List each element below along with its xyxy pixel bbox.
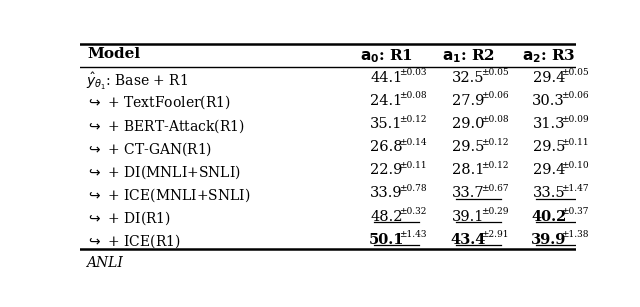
Text: Model: Model — [88, 48, 141, 61]
Text: 31.3: 31.3 — [532, 117, 565, 131]
Text: ±0.06: ±0.06 — [481, 91, 508, 100]
Text: 29.5: 29.5 — [452, 140, 484, 154]
Text: ±0.12: ±0.12 — [399, 115, 426, 124]
Text: $\hookrightarrow$ + TextFooler(R1): $\hookrightarrow$ + TextFooler(R1) — [86, 94, 231, 111]
Text: ±1.38: ±1.38 — [561, 231, 589, 239]
Text: $\hookrightarrow$ + CT-GAN(R1): $\hookrightarrow$ + CT-GAN(R1) — [86, 140, 212, 158]
Text: 28.1: 28.1 — [452, 163, 484, 177]
Text: ±0.03: ±0.03 — [399, 68, 426, 77]
Text: ±0.08: ±0.08 — [481, 115, 508, 124]
Text: ±2.91: ±2.91 — [481, 231, 508, 239]
Text: ±0.12: ±0.12 — [481, 138, 508, 147]
Text: 44.1: 44.1 — [371, 71, 403, 85]
Text: 24.1: 24.1 — [371, 94, 403, 108]
Text: ±0.29: ±0.29 — [481, 207, 508, 216]
Text: 33.5: 33.5 — [532, 186, 565, 200]
Text: 27.9: 27.9 — [452, 94, 484, 108]
Text: $\hookrightarrow$ + ICE(MNLI+SNLI): $\hookrightarrow$ + ICE(MNLI+SNLI) — [86, 186, 251, 204]
Text: ±0.78: ±0.78 — [399, 184, 426, 193]
Text: ANLI: ANLI — [86, 256, 124, 270]
Text: 29.4: 29.4 — [532, 163, 565, 177]
Text: ±0.05: ±0.05 — [561, 68, 589, 77]
Text: $\hookrightarrow$ + DI(MNLI+SNLI): $\hookrightarrow$ + DI(MNLI+SNLI) — [86, 163, 241, 181]
Text: 30.3: 30.3 — [532, 94, 565, 108]
Text: $\mathbf{a_0}$: R1: $\mathbf{a_0}$: R1 — [360, 48, 413, 65]
Text: $\hookrightarrow$ + DI(R1): $\hookrightarrow$ + DI(R1) — [86, 210, 172, 227]
Text: ±0.05: ±0.05 — [481, 68, 508, 77]
Text: 39.9: 39.9 — [531, 233, 566, 247]
Text: 29.4: 29.4 — [532, 71, 565, 85]
Text: ±0.37: ±0.37 — [561, 207, 589, 216]
Text: ±0.09: ±0.09 — [561, 115, 589, 124]
Text: ±0.14: ±0.14 — [399, 138, 426, 147]
Text: ±0.06: ±0.06 — [561, 91, 589, 100]
Text: 32.5: 32.5 — [452, 71, 484, 85]
Text: ±0.67: ±0.67 — [481, 184, 508, 193]
Text: $\hookrightarrow$ + ICE(R1): $\hookrightarrow$ + ICE(R1) — [86, 233, 181, 251]
Text: $\hat{y}_{\theta_1}$: Base + R1: $\hat{y}_{\theta_1}$: Base + R1 — [86, 71, 189, 92]
Text: $\mathbf{a_1}$: R2: $\mathbf{a_1}$: R2 — [442, 48, 495, 65]
Text: 48.2: 48.2 — [371, 210, 403, 223]
Text: ±1.43: ±1.43 — [399, 231, 426, 239]
Text: 33.7: 33.7 — [452, 186, 484, 200]
Text: $\hookrightarrow$ + BERT-Attack(R1): $\hookrightarrow$ + BERT-Attack(R1) — [86, 117, 245, 135]
Text: 29.5: 29.5 — [532, 140, 565, 154]
Text: 43.4: 43.4 — [451, 233, 486, 247]
Text: 40.2: 40.2 — [531, 210, 566, 223]
Text: ±0.11: ±0.11 — [561, 138, 589, 147]
Text: ±0.12: ±0.12 — [481, 161, 508, 170]
Text: ±0.10: ±0.10 — [561, 161, 589, 170]
Text: ±0.11: ±0.11 — [399, 161, 426, 170]
Text: ±1.47: ±1.47 — [561, 184, 589, 193]
Text: 50.1: 50.1 — [369, 233, 404, 247]
Text: ±0.32: ±0.32 — [399, 207, 426, 216]
Text: 35.1: 35.1 — [371, 117, 403, 131]
Text: 26.8: 26.8 — [370, 140, 403, 154]
Text: 39.1: 39.1 — [452, 210, 484, 223]
Text: 33.9: 33.9 — [370, 186, 403, 200]
Text: ±0.08: ±0.08 — [399, 91, 426, 100]
Text: $\mathbf{a_2}$: R3: $\mathbf{a_2}$: R3 — [522, 48, 575, 65]
Text: 22.9: 22.9 — [371, 163, 403, 177]
Text: 29.0: 29.0 — [452, 117, 484, 131]
